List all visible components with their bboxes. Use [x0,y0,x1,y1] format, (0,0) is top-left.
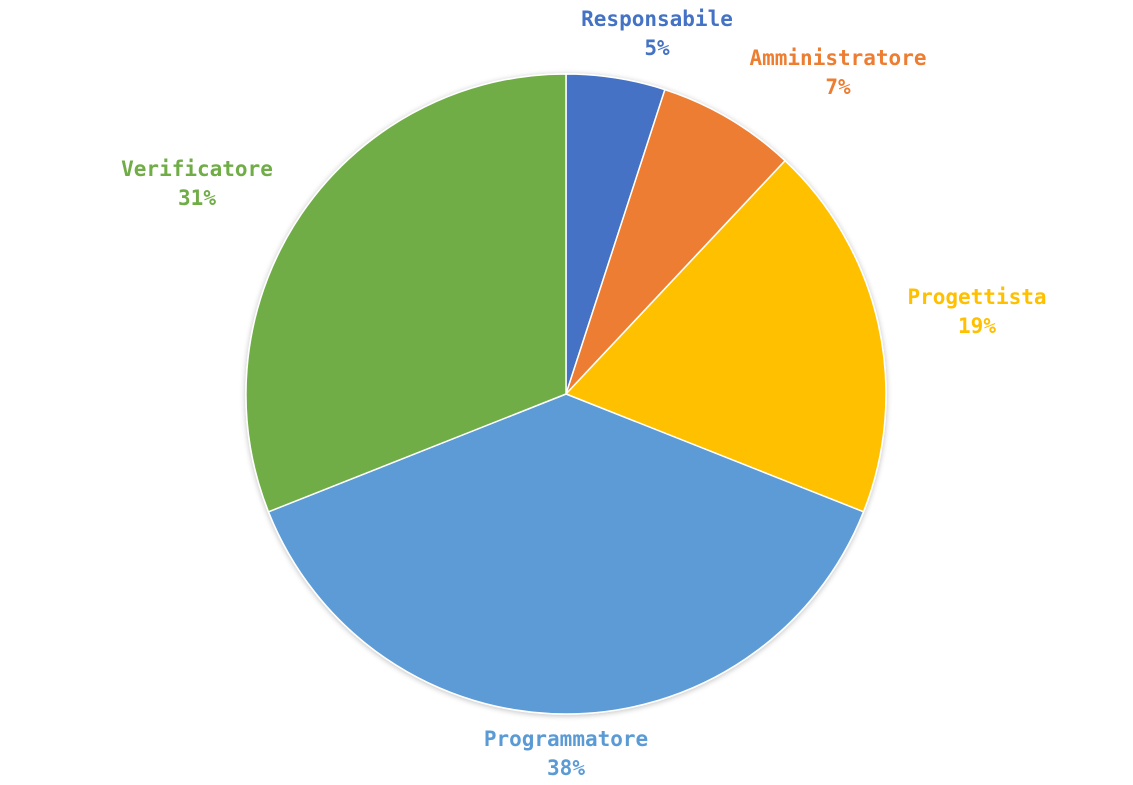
data-label-percent-verificatore: 31% [178,186,216,210]
data-label-name-responsabile: Responsabile [581,7,733,31]
data-label-name-verificatore: Verificatore [121,157,273,181]
pie-slices [245,73,887,715]
pie-slice-amministratore [565,88,787,395]
pie-slice-programmatore [267,393,865,715]
data-label-percent-progettista: 19% [958,314,996,338]
data-label-name-programmatore: Programmatore [484,727,648,751]
data-label-percent-responsabile: 5% [644,36,670,60]
data-label-percent-programmatore: 38% [547,756,585,780]
pie-slice-progettista [564,159,887,513]
data-label-name-progettista: Progettista [907,285,1046,309]
pie-slice-verificatore [245,73,567,513]
data-label-percent-amministratore: 7% [825,75,851,99]
data-label-name-amministratore: Amministratore [749,46,926,70]
pie-data-labels: Responsabile 5% Amministratore 7% Progettist… [121,7,1046,780]
